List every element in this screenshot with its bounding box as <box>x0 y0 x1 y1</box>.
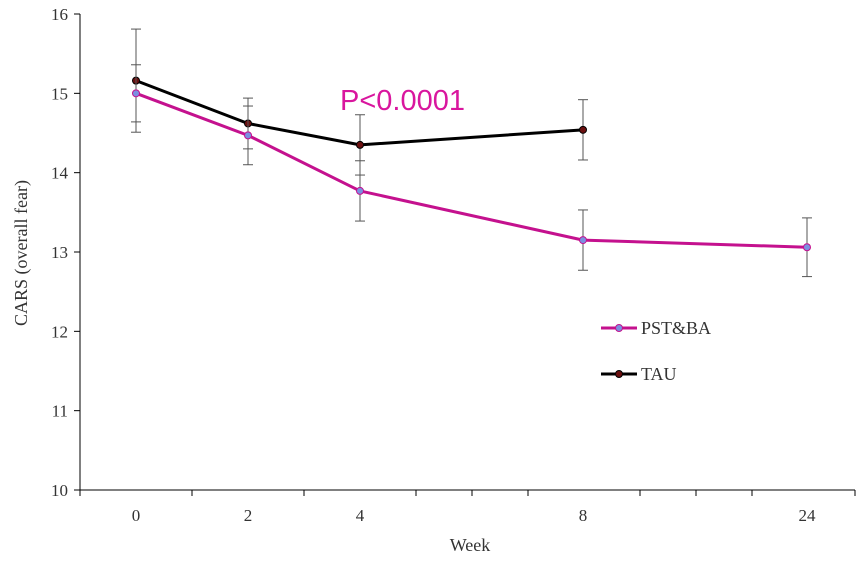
series-pst-ba <box>131 64 812 278</box>
y-tick-label: 11 <box>52 402 68 421</box>
x-axis-ticks: 0 2 4 8 24 <box>79 490 856 525</box>
y-tick-label: 15 <box>51 84 68 103</box>
y-tick-label: 10 <box>51 481 68 500</box>
x-tick-label: 4 <box>356 506 365 525</box>
data-point <box>356 186 364 195</box>
legend-item: TAU <box>601 364 677 384</box>
series-line <box>135 91 808 249</box>
legend-label: PST&BA <box>641 318 711 338</box>
x-tick-label: 24 <box>799 506 817 525</box>
data-point <box>132 89 140 98</box>
y-tick-label: 14 <box>51 164 69 183</box>
p-value-annotation: P<0.0001 <box>340 85 465 117</box>
series-layer <box>131 28 812 278</box>
y-tick-label: 12 <box>51 322 68 341</box>
y-axis-ticks: 10 11 12 13 14 15 16 <box>51 5 80 500</box>
x-tick-label: 0 <box>132 506 141 525</box>
axes <box>79 14 855 491</box>
x-tick-label: 2 <box>244 506 253 525</box>
legend-label: TAU <box>641 364 677 384</box>
y-tick-label: 16 <box>51 5 68 24</box>
data-point <box>356 140 364 149</box>
data-point <box>579 125 587 134</box>
x-axis-title: Week <box>450 535 491 555</box>
legend-swatch-marker <box>615 324 623 332</box>
y-tick-label: 13 <box>51 243 68 262</box>
legend: PST&BA TAU <box>601 318 711 384</box>
data-point <box>244 131 252 140</box>
y-axis-title: CARS (overall fear) <box>11 180 32 326</box>
series-line <box>135 79 584 147</box>
x-tick-label: 8 <box>579 506 588 525</box>
legend-swatch-marker <box>615 370 623 378</box>
data-point <box>579 236 587 245</box>
data-point <box>803 243 811 252</box>
legend-item: PST&BA <box>601 318 711 338</box>
